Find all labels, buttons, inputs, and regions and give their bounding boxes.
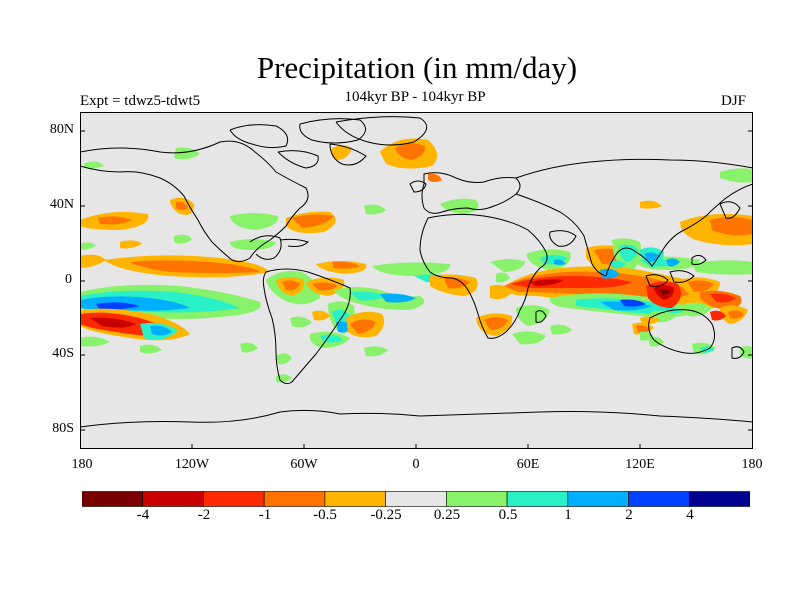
colorbar-label: 1 bbox=[564, 507, 572, 523]
lon-tick-label: 0 bbox=[412, 457, 420, 472]
figure-title: Precipitation (in mm/day) bbox=[256, 50, 578, 85]
colorbar-swatch bbox=[203, 491, 265, 507]
colorbar-label: 0.25 bbox=[433, 507, 461, 523]
figure-subtitle: 104kyr BP - 104kyr BP bbox=[344, 89, 486, 105]
colorbar-swatch bbox=[567, 491, 629, 507]
colorbar bbox=[82, 491, 750, 507]
lat-tick-label: 40S bbox=[52, 346, 74, 361]
map-ticks bbox=[80, 130, 753, 449]
colorbar-label: 4 bbox=[686, 507, 694, 523]
colorbar-label: 0.5 bbox=[498, 507, 518, 523]
season-label: DJF bbox=[721, 93, 747, 109]
coastlines bbox=[80, 116, 753, 428]
colorbar-label: -0.5 bbox=[313, 507, 337, 523]
colorbar-swatch bbox=[506, 491, 569, 507]
lon-tick-label: 180 bbox=[741, 457, 763, 472]
precipitation-map bbox=[80, 112, 753, 449]
colorbar-swatch bbox=[446, 491, 508, 507]
colorbar-swatch bbox=[82, 491, 144, 507]
colorbar-swatch bbox=[263, 491, 326, 507]
lon-tick-label: 120E bbox=[625, 457, 655, 472]
lon-tick-label: 120W bbox=[174, 457, 210, 472]
colorbar-swatch bbox=[142, 491, 204, 507]
colorbar-label: -1 bbox=[258, 507, 272, 523]
lat-tick-label: 80S bbox=[52, 421, 74, 436]
colorbar-swatch bbox=[628, 491, 690, 507]
colorbar-label: -0.25 bbox=[370, 507, 402, 523]
lon-tick-label: 60E bbox=[516, 457, 540, 472]
lat-tick-label: 80N bbox=[49, 122, 74, 137]
experiment-label: Expt = tdwz5-tdwt5 bbox=[80, 93, 201, 109]
lon-tick-label: 180 bbox=[71, 457, 93, 472]
colorbar-swatch bbox=[385, 491, 447, 507]
lat-tick-label: 0 bbox=[65, 272, 72, 287]
colorbar-label: -2 bbox=[197, 507, 211, 523]
lon-tick-label: 60W bbox=[290, 457, 318, 472]
colorbar-swatch bbox=[324, 491, 386, 507]
colorbar-label: 2 bbox=[625, 507, 633, 523]
colorbar-label: -4 bbox=[136, 507, 150, 523]
lat-tick-label: 40N bbox=[49, 197, 74, 212]
anomaly-contours bbox=[80, 138, 753, 383]
colorbar-swatch bbox=[688, 491, 750, 507]
